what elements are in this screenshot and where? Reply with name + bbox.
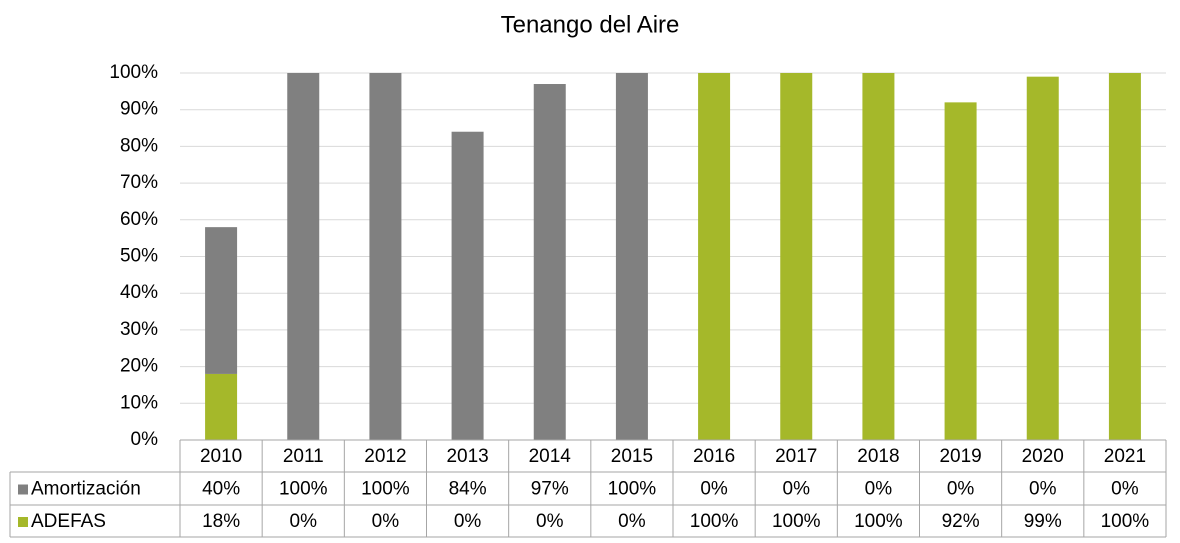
- bar: [615, 73, 648, 440]
- data-label: 40%: [202, 479, 240, 500]
- x-tick-label: 2014: [529, 446, 572, 467]
- x-tick-label: 2016: [693, 446, 735, 467]
- legend-key: [18, 517, 28, 527]
- y-tick-label: 70%: [120, 172, 158, 193]
- y-tick-label: 90%: [120, 99, 158, 120]
- x-tick-label: 2019: [939, 446, 981, 467]
- legend-label: ADEFAS: [31, 511, 106, 532]
- x-tick-label: 2015: [611, 446, 653, 467]
- data-label: 0%: [783, 479, 811, 500]
- data-label: 0%: [454, 511, 482, 532]
- chart-title: Tenango del Aire: [501, 11, 680, 38]
- legend-key: [18, 484, 28, 495]
- x-tick-label: 2013: [446, 446, 488, 467]
- x-tick-label: 2011: [283, 446, 324, 467]
- bar: [451, 131, 484, 440]
- data-label: 0%: [865, 479, 893, 500]
- data-label: 0%: [372, 511, 400, 532]
- bar: [862, 73, 895, 440]
- y-tick-label: 60%: [120, 209, 158, 230]
- x-tick-label: 2012: [364, 446, 406, 467]
- data-label: 18%: [202, 511, 240, 532]
- data-label: 100%: [1101, 511, 1150, 532]
- data-label: 0%: [1111, 479, 1139, 500]
- bar: [944, 102, 977, 441]
- data-label: 0%: [1029, 479, 1057, 500]
- x-tick-label: 2010: [200, 446, 242, 467]
- bar: [1026, 76, 1059, 441]
- bar: [205, 227, 238, 374]
- y-tick-label: 40%: [120, 282, 158, 303]
- data-label: 100%: [279, 479, 328, 500]
- data-label: 0%: [618, 511, 646, 532]
- data-label: 0%: [290, 511, 318, 532]
- data-label: 100%: [854, 511, 903, 532]
- legend-label: Amortización: [31, 479, 141, 500]
- bar: [205, 373, 238, 440]
- x-tick-label: 2018: [857, 446, 899, 467]
- x-tick-label: 2021: [1104, 446, 1146, 467]
- y-tick-label: 50%: [120, 246, 158, 267]
- y-tick-label: 80%: [120, 135, 158, 156]
- data-label: 100%: [690, 511, 739, 532]
- bar: [780, 73, 813, 440]
- y-tick-label: 20%: [120, 356, 158, 377]
- data-label: 0%: [536, 511, 564, 532]
- bar: [698, 73, 731, 440]
- data-label: 92%: [942, 511, 980, 532]
- bar: [533, 84, 566, 440]
- data-label: 100%: [772, 511, 821, 532]
- bar: [1108, 73, 1141, 440]
- data-label: 99%: [1024, 511, 1062, 532]
- data-label: 100%: [608, 479, 657, 500]
- data-label: 97%: [531, 479, 569, 500]
- y-tick-label: 0%: [131, 429, 159, 450]
- y-tick-label: 10%: [120, 392, 158, 413]
- y-tick-label: 100%: [109, 62, 158, 83]
- y-tick-label: 30%: [120, 319, 158, 340]
- data-label: 100%: [361, 479, 410, 500]
- data-label: 0%: [947, 479, 975, 500]
- x-tick-label: 2020: [1022, 446, 1064, 467]
- bar: [369, 73, 402, 440]
- data-label: 84%: [449, 479, 487, 500]
- data-label: 0%: [700, 479, 728, 500]
- bar: [287, 73, 320, 440]
- x-tick-label: 2017: [775, 446, 817, 467]
